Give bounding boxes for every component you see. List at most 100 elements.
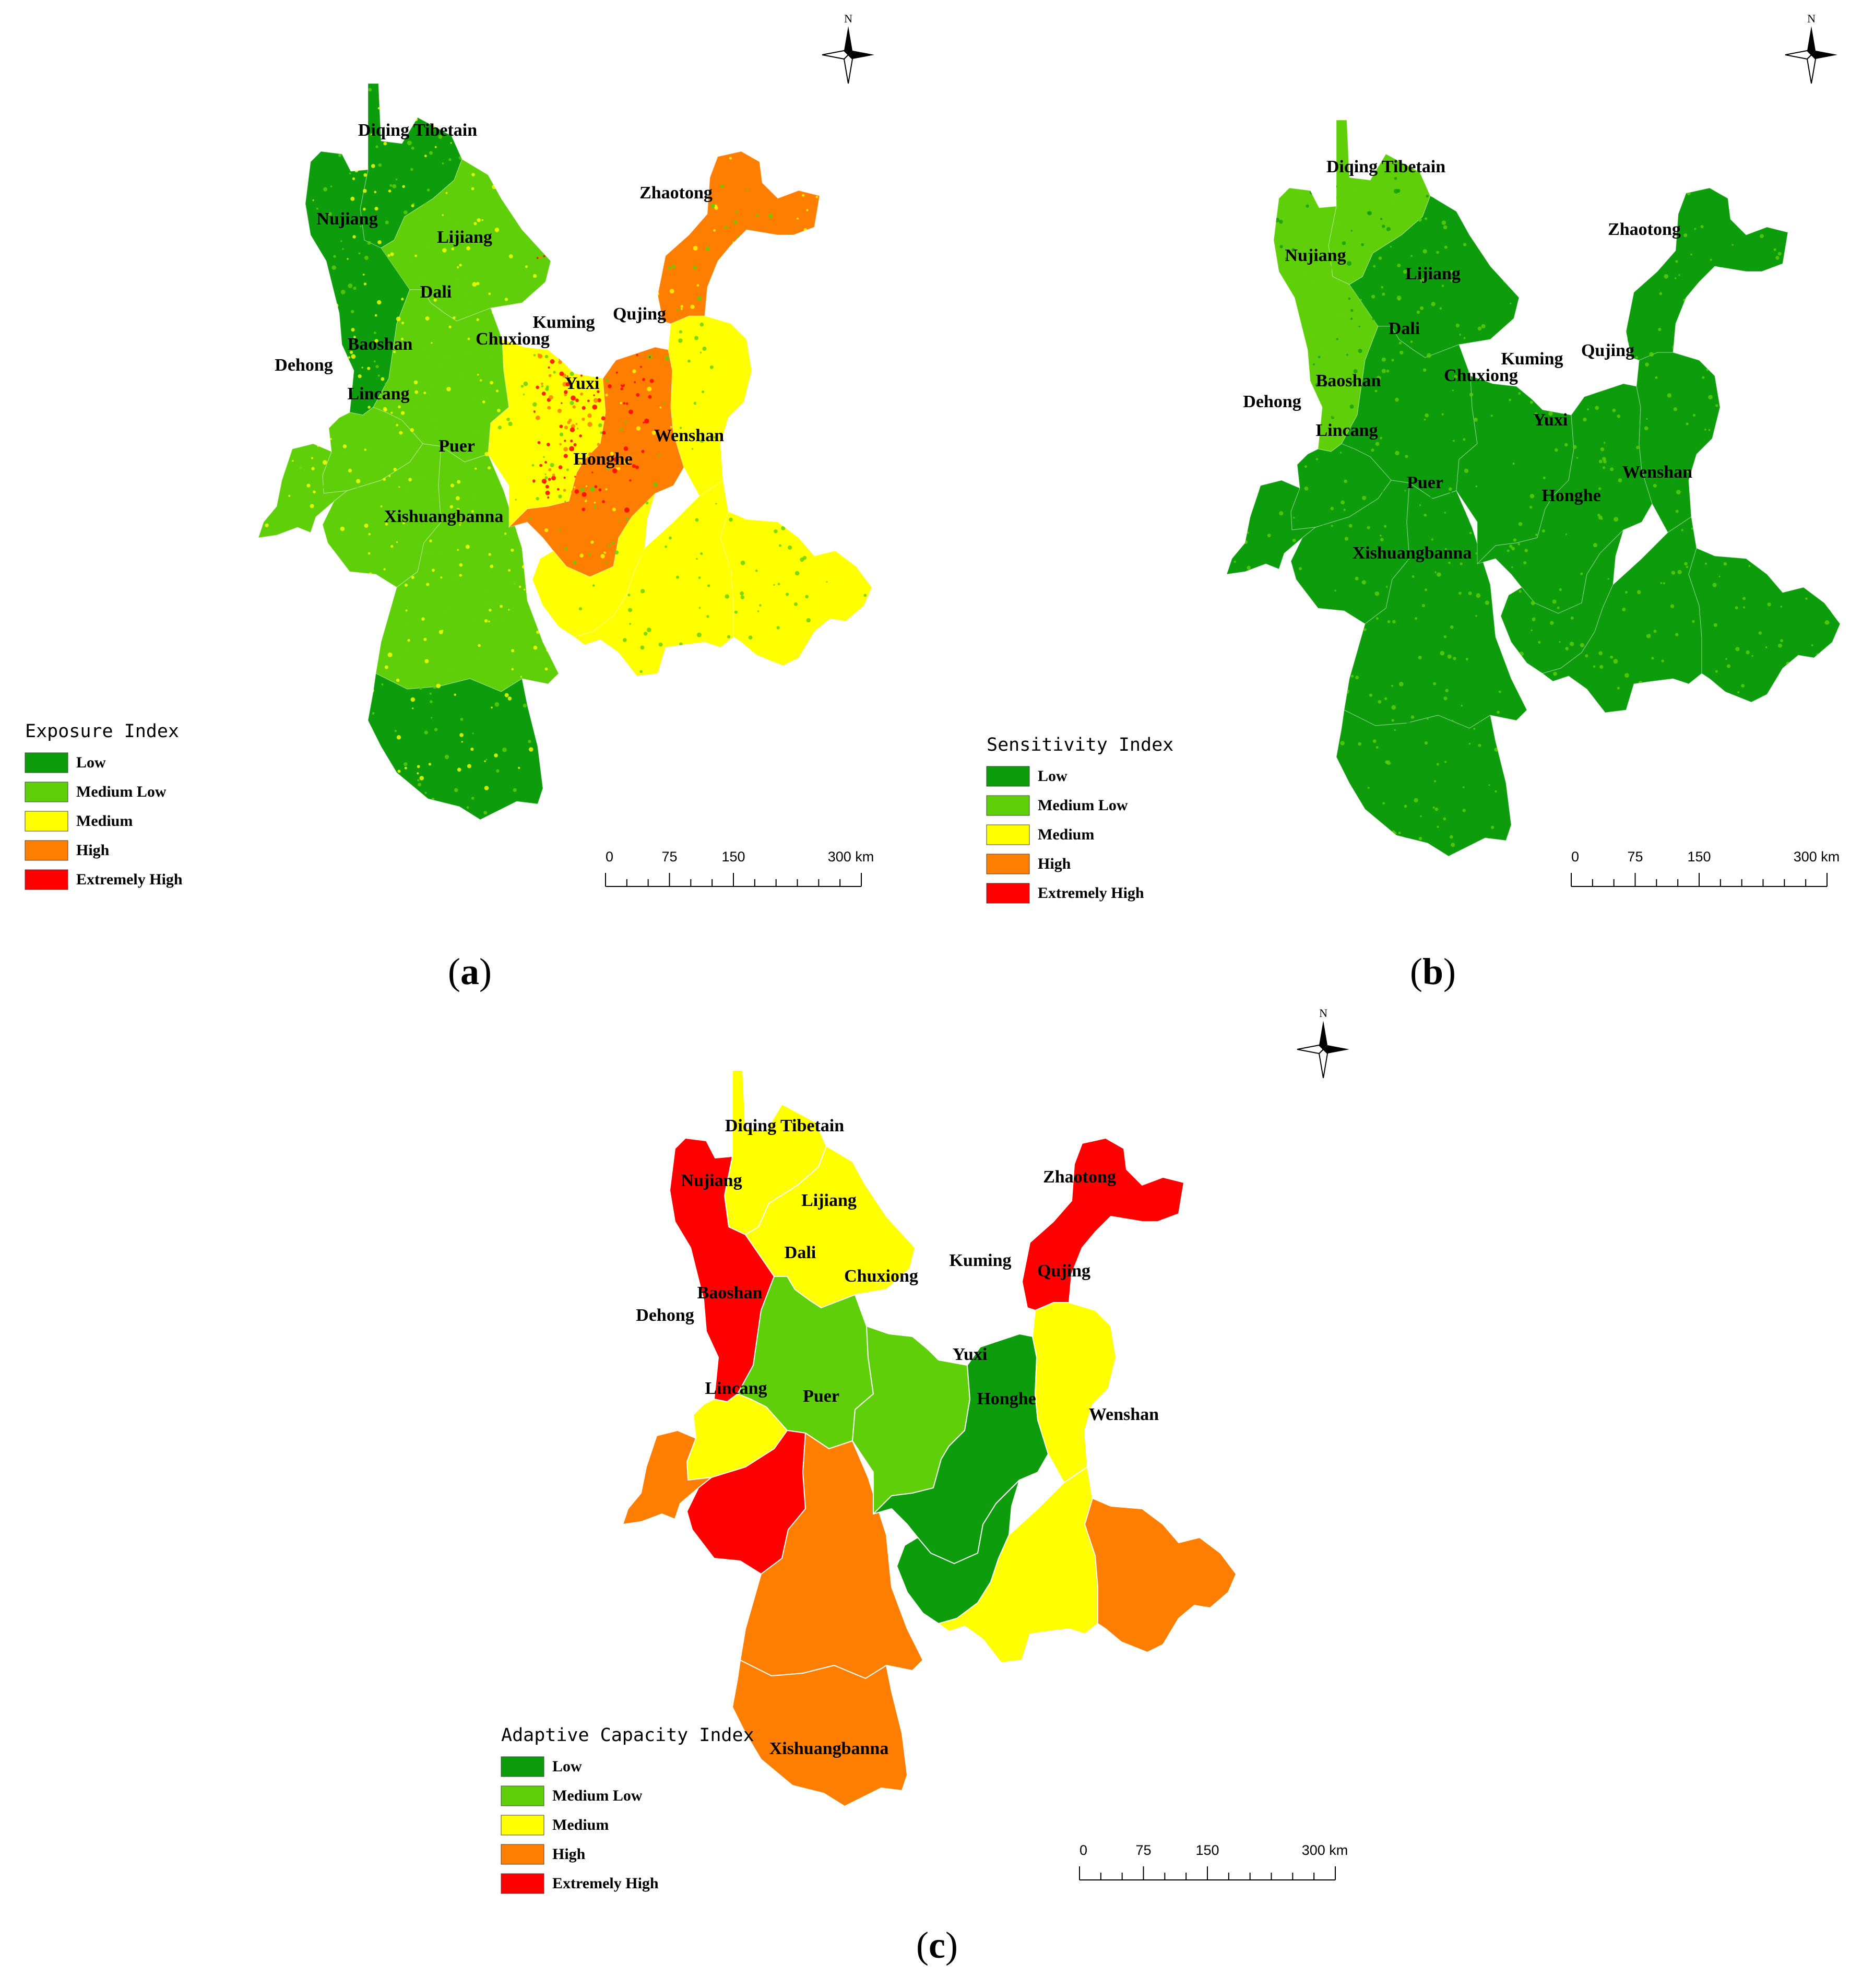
region-label-qujing: Qujing (613, 304, 666, 324)
legend-swatch-extremely-high (25, 869, 68, 890)
legend-title: Adaptive Capacity Index (501, 1725, 754, 1746)
region-wenshan (1084, 1498, 1237, 1653)
scale-bar-c: 0 75 150 300 km (1079, 1842, 1348, 1880)
legend-swatch-medium-low (25, 782, 68, 802)
region-label-kuming: Kuming (949, 1251, 1011, 1270)
region-label-dehong: Dehong (636, 1306, 694, 1325)
legend-swatch-medium (986, 824, 1030, 845)
region-label-lijiang: Lijiang (437, 228, 492, 247)
region-label-yuxi: Yuxi (953, 1345, 988, 1364)
scale-bar-a: 0 75 150 300 km (605, 849, 874, 887)
region-label-honghe: Honghe (1541, 486, 1600, 505)
region-label-puer: Puer (438, 436, 475, 456)
legend-a: Exposure Index Low Medium Low Medium High Ext… (25, 721, 183, 890)
legend-swatch-extremely-high (501, 1873, 544, 1894)
map-panel-b: Diqing Tibetain Nujiang Lijiang Dali Baoshan… (1226, 120, 1841, 857)
legend-swatch-high (25, 840, 68, 861)
legend-title: Sensitivity Index (987, 735, 1173, 755)
legend-label-low: Low (1038, 767, 1068, 785)
region-label-nujiang: Nujiang (1285, 246, 1346, 265)
region-label-xishuangbanna: Xishuangbanna (1353, 543, 1472, 563)
legend-label-medium-low: Medium Low (76, 783, 167, 800)
legend-swatch-medium-low (986, 795, 1030, 816)
scale-tick-label: 300 km (1302, 1842, 1348, 1858)
scale-tick-label: 0 (606, 849, 613, 865)
region-label-kuming: Kuming (1501, 349, 1563, 369)
region-label-baoshan: Baoshan (1316, 371, 1381, 390)
legend-swatch-medium (501, 1815, 544, 1836)
legend-label-extremely-high: Extremely High (76, 871, 183, 888)
region-label-zhaotong: Zhaotong (1608, 220, 1681, 239)
region-label-zhaotong: Zhaotong (639, 183, 713, 203)
region-label-nujiang: Nujiang (681, 1171, 742, 1190)
region-label-lincang: Lincang (347, 384, 409, 404)
legend-label-high: High (1038, 855, 1071, 872)
scale-tick-label: 75 (1627, 849, 1643, 865)
region-label-chuxiong: Chuxiong (476, 329, 550, 349)
legend-label-low: Low (552, 1758, 582, 1775)
region-label-honghe: Honghe (573, 449, 632, 469)
legend-c: Adaptive Capacity Index Low Medium Low Medi… (501, 1725, 754, 1894)
north-arrow-icon: N (1785, 12, 1837, 84)
scale-tick-label: 0 (1571, 849, 1579, 865)
region-label-yuxi: Yuxi (565, 374, 600, 393)
region-label-puer: Puer (1407, 473, 1443, 492)
region-label-dehong: Dehong (1243, 392, 1301, 411)
scale-tick-label: 300 km (828, 849, 874, 865)
map-panel-c: Diqing Tibetain Nujiang Lijiang Dali Baoshan… (622, 1070, 1237, 1807)
legend-swatch-medium (25, 811, 68, 832)
legend-swatch-extremely-high (986, 883, 1030, 904)
region-label-yuxi: Yuxi (1533, 410, 1568, 430)
region-label-dali: Dali (785, 1243, 816, 1262)
legend-swatch-low (986, 766, 1030, 787)
region-label-wenshan: Wenshan (1089, 1405, 1159, 1424)
region-label-qujing: Qujing (1037, 1261, 1090, 1281)
scale-tick-label: 150 (1687, 849, 1711, 865)
region-label-wenshan: Wenshan (654, 426, 724, 445)
region-label-dehong: Dehong (275, 356, 333, 375)
region-label-chuxiong: Chuxiong (844, 1267, 918, 1286)
legend-swatch-high (986, 854, 1030, 874)
scale-tick-label: 150 (721, 849, 745, 865)
map-panel-a: Diqing Tibetain Nujiang Lijiang Dali Baoshan… (258, 83, 872, 820)
region-label-dali: Dali (1389, 319, 1420, 338)
legend-label-extremely-high: Extremely High (1038, 884, 1144, 902)
region-label-wenshan: Wenshan (1622, 463, 1692, 482)
region-label-diqing-tibetain: Diqing Tibetain (1326, 157, 1445, 176)
legend-title: Exposure Index (25, 721, 179, 742)
legend-swatch-medium-low (501, 1785, 544, 1806)
region-label-chuxiong: Chuxiong (1444, 366, 1518, 385)
north-label: N (844, 12, 852, 25)
region-label-nujiang: Nujiang (316, 209, 377, 229)
region-puer (740, 1433, 923, 1679)
region-honghe (1542, 516, 1702, 713)
scale-bar-b: 0 75 150 300 km (1571, 849, 1840, 887)
legend-label-medium-low: Medium Low (1038, 797, 1128, 814)
scale-tick-label: 0 (1080, 1842, 1087, 1858)
legend-label-medium: Medium (552, 1816, 609, 1833)
panel-caption-b: (b) (1410, 951, 1456, 992)
north-arrow-icon: N (822, 12, 874, 84)
region-label-kuming: Kuming (532, 313, 595, 332)
north-arrow-icon: N (1297, 1007, 1349, 1079)
region-xishuangbanna (367, 673, 543, 820)
region-label-baoshan: Baoshan (348, 335, 413, 354)
region-xishuangbanna (1336, 709, 1512, 857)
region-wenshan (1688, 548, 1841, 703)
north-label: N (1319, 1007, 1327, 1020)
region-label-baoshan: Baoshan (697, 1283, 763, 1303)
panel-caption-c: (c) (916, 1924, 958, 1966)
legend-swatch-low (25, 752, 68, 773)
scale-tick-label: 75 (661, 849, 677, 865)
scale-tick-label: 300 km (1794, 849, 1840, 865)
region-label-zhaotong: Zhaotong (1043, 1167, 1116, 1187)
legend-label-high: High (552, 1845, 586, 1863)
region-zhaotong (1626, 187, 1788, 361)
region-xishuangbanna (732, 1660, 908, 1807)
scale-tick-label: 150 (1195, 1842, 1219, 1858)
region-label-lijiang: Lijiang (1405, 264, 1461, 283)
legend-swatch-high (501, 1844, 544, 1865)
north-label: N (1807, 12, 1816, 25)
legend-label-medium: Medium (1038, 826, 1094, 843)
